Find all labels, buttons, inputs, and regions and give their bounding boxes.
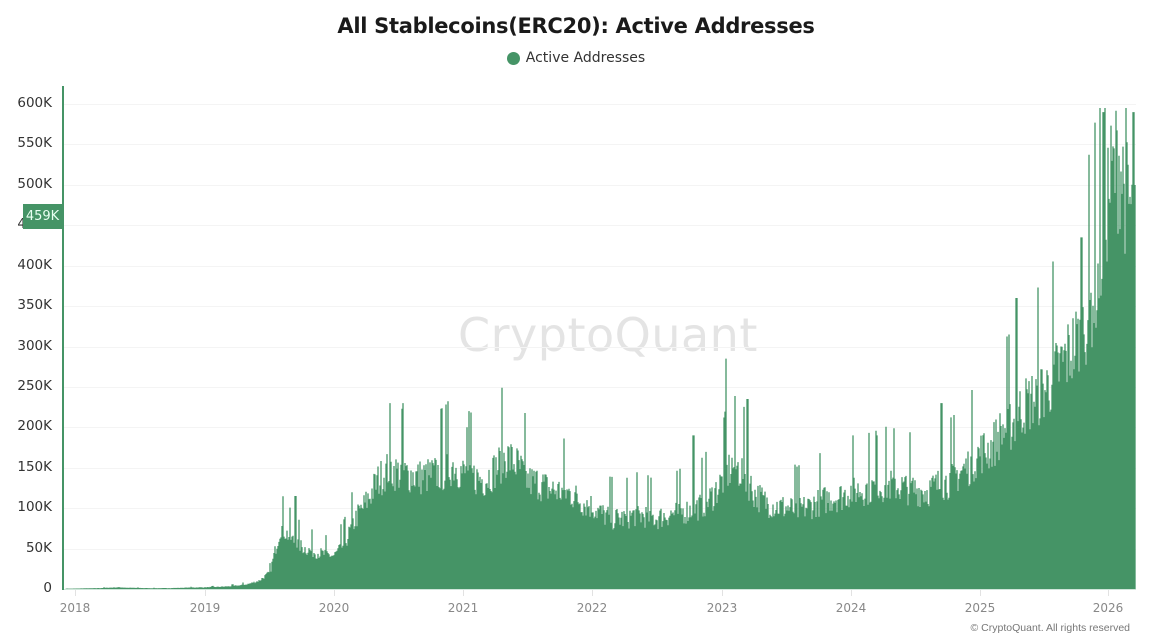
x-tick-mark	[75, 590, 76, 596]
gridline	[64, 387, 1136, 388]
legend-label: Active Addresses	[525, 50, 646, 66]
x-tick-mark	[851, 590, 852, 596]
y-tick-label: 500K	[17, 175, 52, 192]
y-tick-label: 0	[43, 580, 52, 596]
gridline	[64, 347, 1136, 348]
x-tick-label: 2023	[706, 601, 738, 615]
gridline	[64, 427, 1136, 428]
x-tick-label: 2024	[835, 601, 867, 615]
gridline	[64, 104, 1136, 105]
x-tick-mark	[205, 590, 206, 596]
x-tick-label: 2019	[189, 601, 221, 615]
x-tick-label: 2025	[964, 601, 996, 615]
gridline	[64, 266, 1136, 267]
x-tick-label: 2018	[59, 601, 91, 615]
gridline	[64, 225, 1136, 226]
gridline	[64, 468, 1136, 469]
x-tick-label: 2022	[576, 601, 608, 615]
y-tick-label: 600K	[17, 95, 52, 111]
y-tick-label: 250K	[17, 377, 52, 394]
y-axis-line	[62, 86, 64, 590]
x-tick-label: 2021	[447, 601, 479, 615]
chart-title: All Stablecoins(ERC20): Active Addresses	[337, 14, 815, 38]
y-tick-label: 350K	[17, 297, 52, 314]
x-tick-mark	[463, 590, 464, 596]
copyright-notice: © CryptoQuant. All rights reserved	[970, 622, 1130, 634]
gridline	[64, 306, 1136, 307]
y-tick-label: 150K	[17, 458, 52, 475]
x-tick-mark	[1108, 590, 1109, 596]
x-tick-label: 2026	[1092, 601, 1124, 615]
x-axis-line	[62, 589, 1136, 590]
y-tick-label: 550K	[17, 135, 52, 152]
y-tick-label: 400K	[17, 256, 52, 273]
x-tick-mark	[334, 590, 335, 596]
x-tick-mark	[980, 590, 981, 596]
gridline	[64, 185, 1136, 186]
x-tick-mark	[722, 590, 723, 596]
y-tick-label: 300K	[17, 337, 52, 354]
x-tick-label: 2020	[318, 601, 350, 615]
y-tick-label: 200K	[17, 418, 52, 435]
y-tick-label: 100K	[17, 499, 52, 516]
legend[interactable]: Active Addresses	[0, 50, 1152, 66]
gridline	[64, 144, 1136, 145]
watermark: CryptoQuant	[458, 308, 758, 362]
legend-dot-icon	[506, 51, 520, 65]
x-tick-mark	[592, 590, 593, 596]
y-tick-label: 50K	[25, 539, 52, 556]
current-value-badge: 459K	[23, 204, 62, 229]
